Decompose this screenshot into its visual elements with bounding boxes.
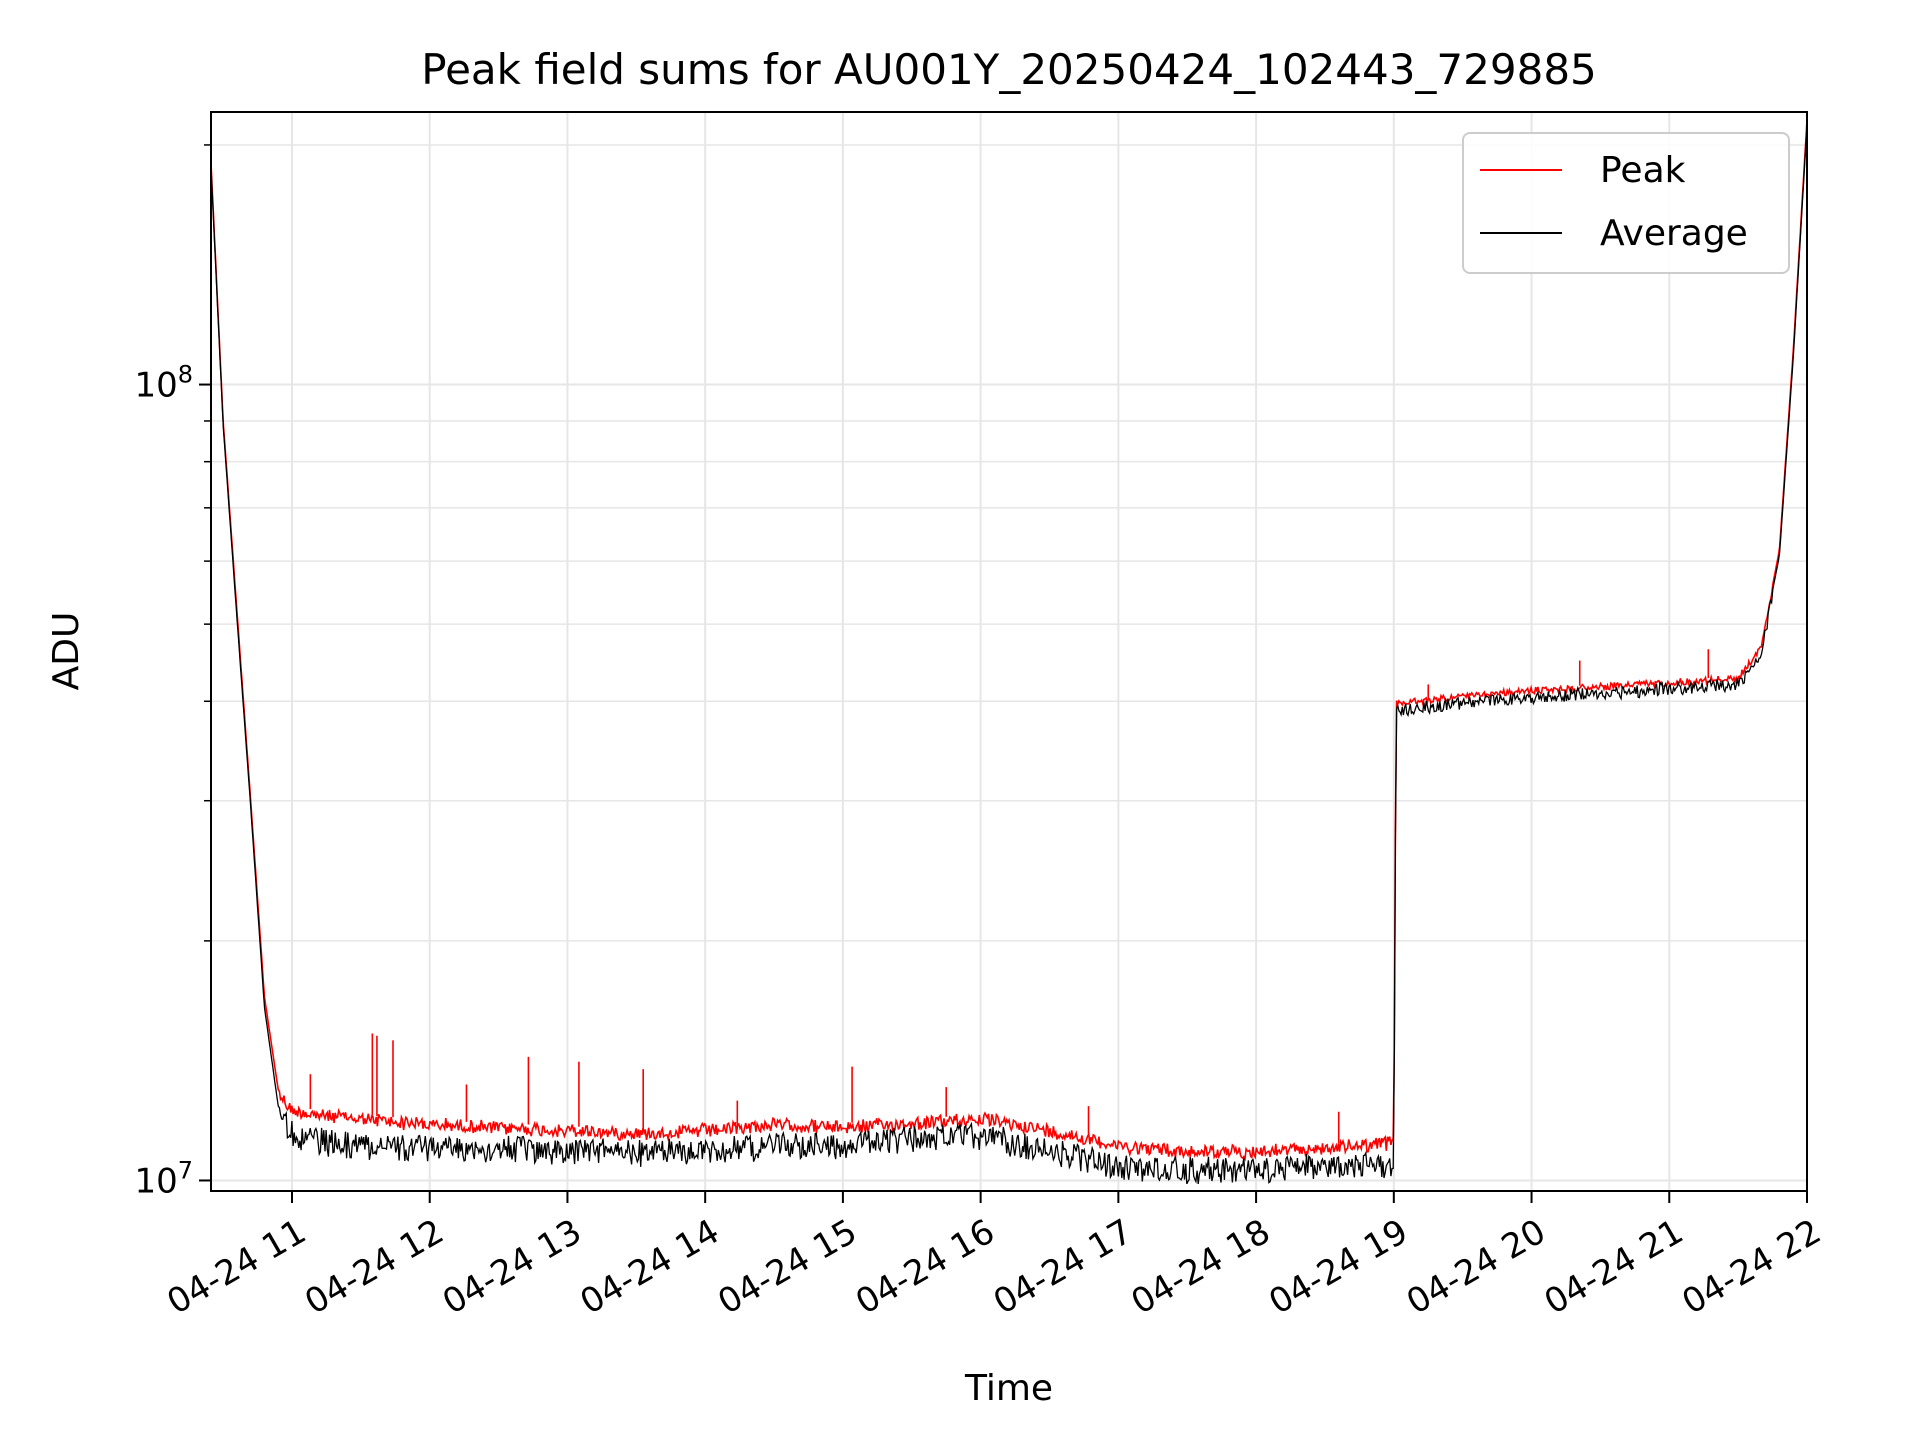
gridlines (211, 112, 1808, 1191)
series-line-average (211, 124, 1807, 1185)
series-line-peak (211, 119, 1807, 1162)
legend-label-peak: Peak (1600, 150, 1686, 191)
legend: Peak Average (1462, 132, 1790, 274)
chart-title: Peak field sums for AU001Y_20250424_1024… (421, 45, 1597, 94)
plot-frame (210, 111, 1808, 1192)
y-tick-label: 108 (134, 361, 193, 406)
legend-label-average: Average (1600, 213, 1748, 254)
legend-box (1462, 132, 1790, 274)
y-axis-ticks: 107 108 (134, 144, 211, 1201)
plot-area (211, 119, 1807, 1185)
x-axis-label: Time (964, 1368, 1053, 1409)
series-group (211, 119, 1807, 1185)
y-axis-label: ADU (46, 612, 87, 691)
y-tick-label: 107 (134, 1156, 193, 1201)
